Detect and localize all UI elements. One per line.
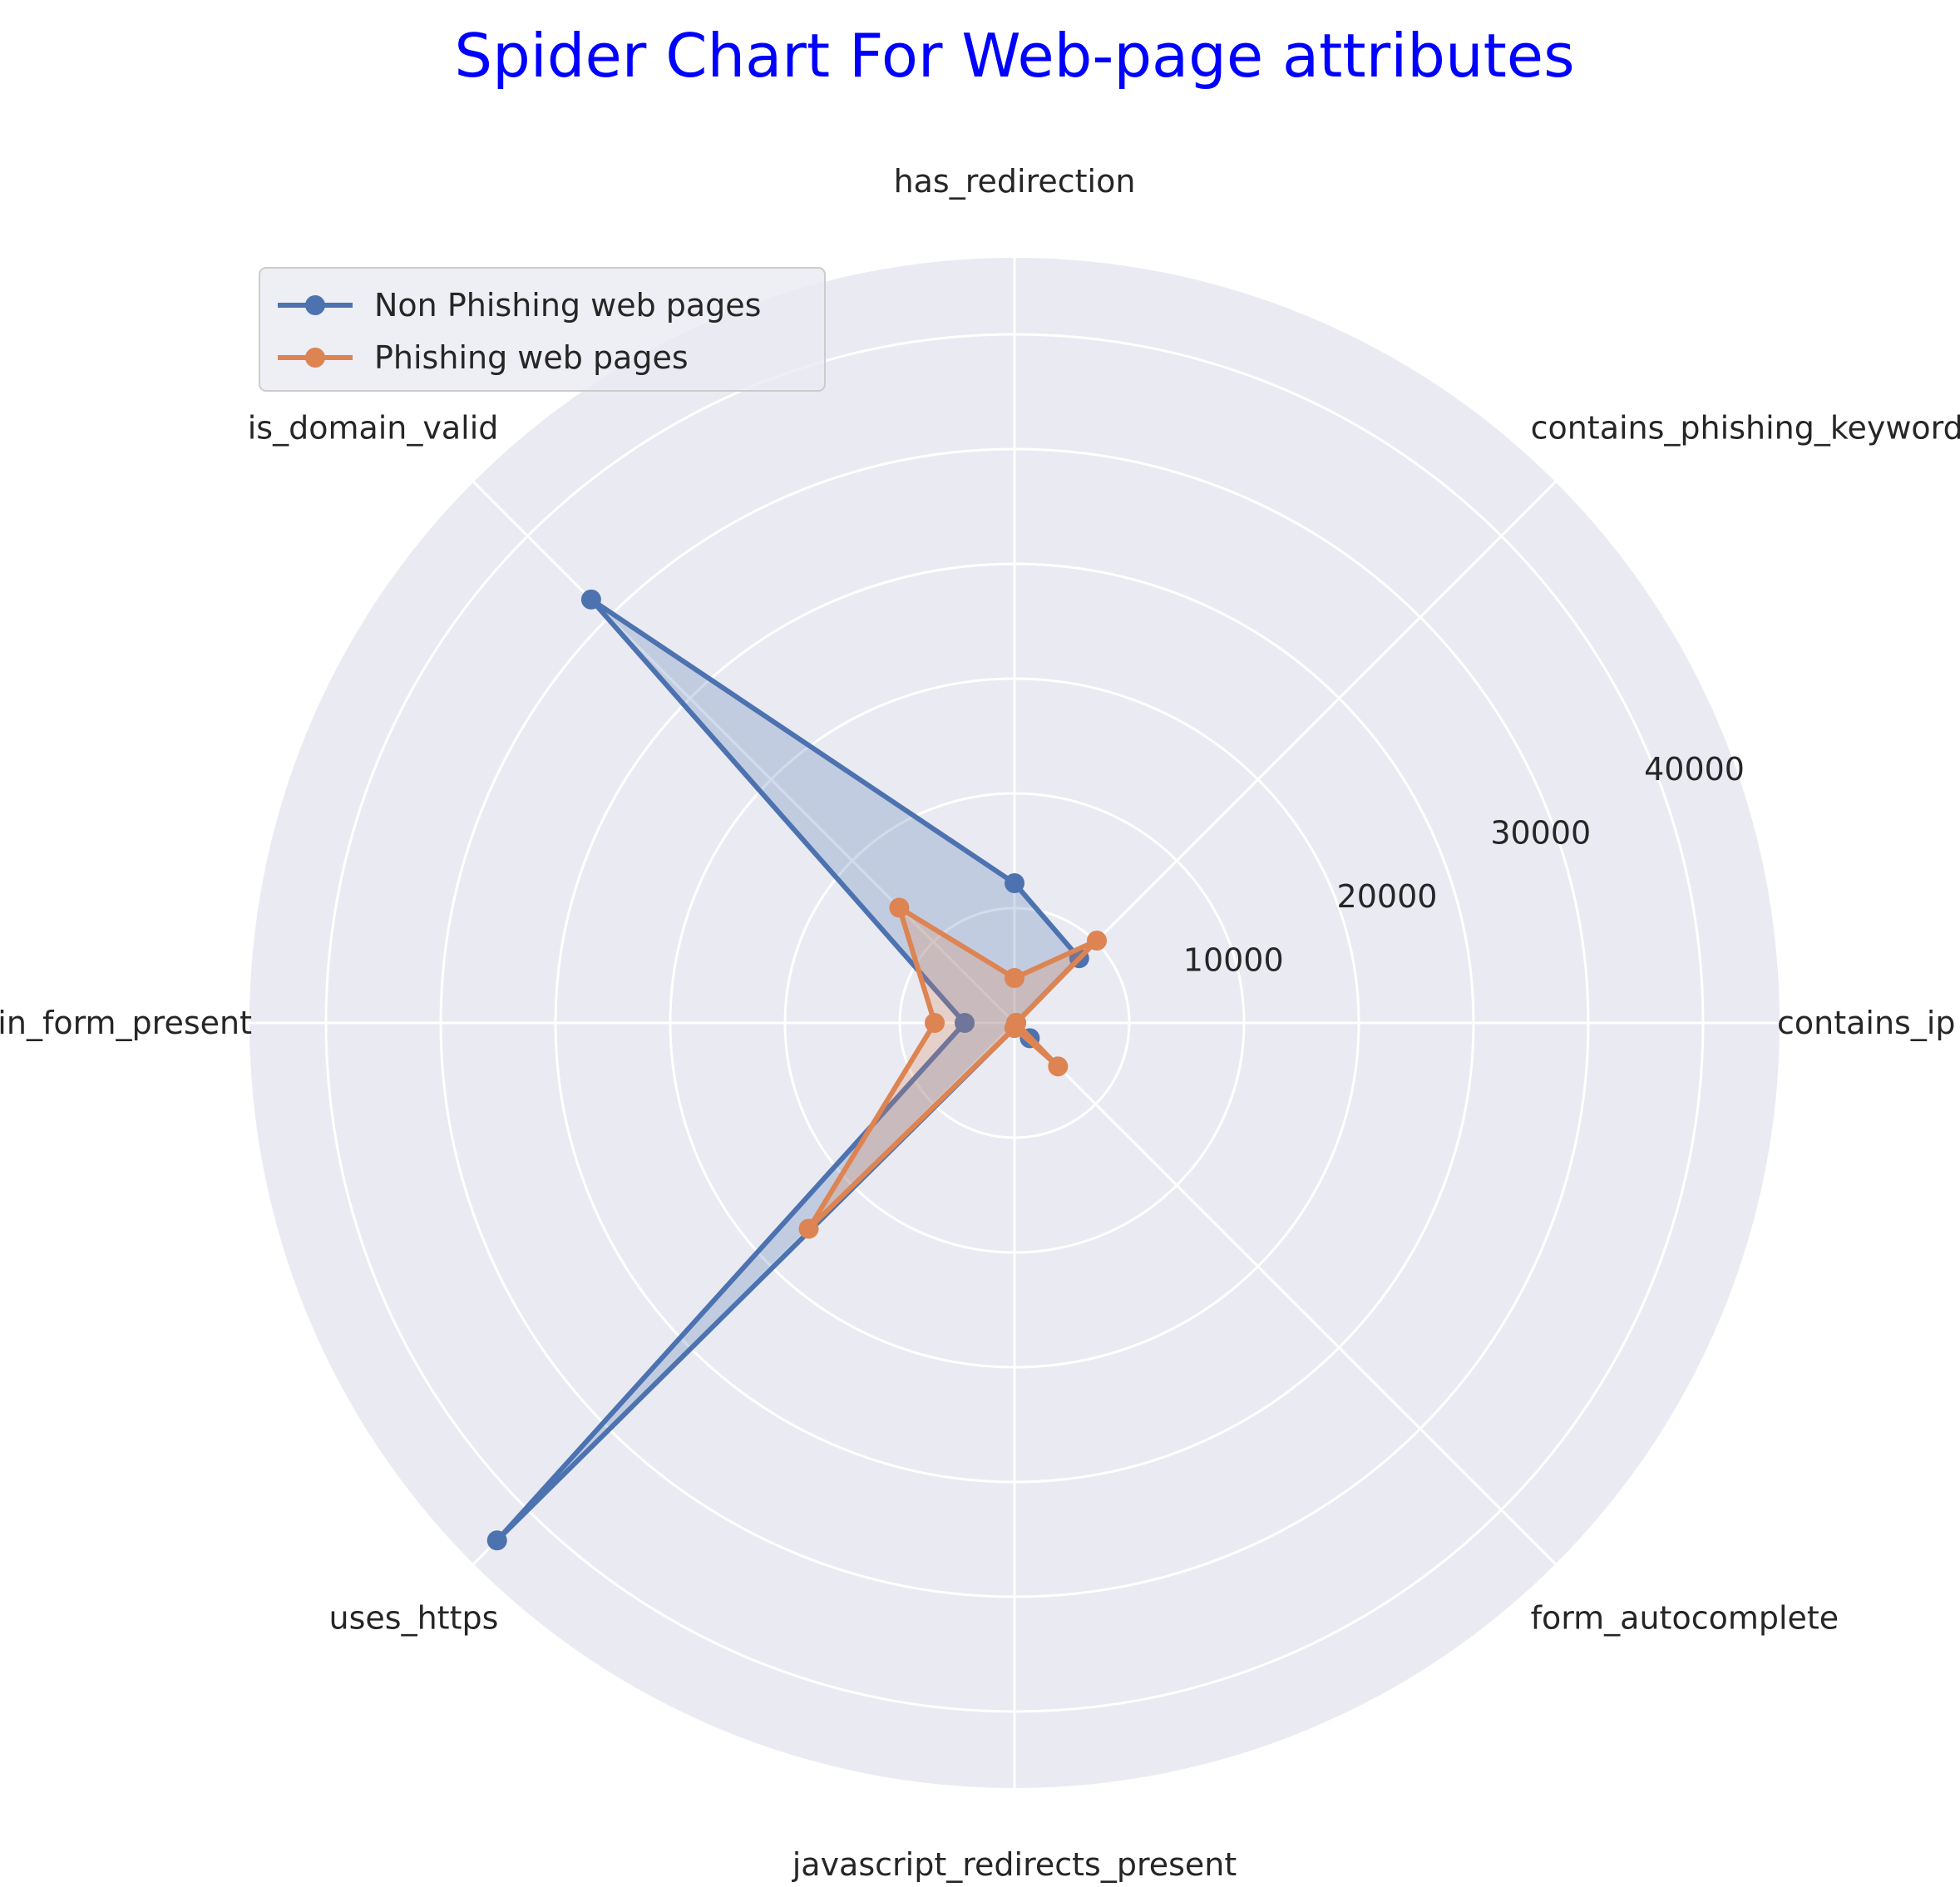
axis-label-uses_https: uses_https [329, 1600, 499, 1637]
radial-tick-label: 40000 [1644, 751, 1745, 788]
data-point [1048, 1056, 1069, 1077]
legend-item: Non Phishing web pages [278, 287, 761, 324]
axis-label-contains_phishing_keywords: contains_phishing_keywords [1531, 409, 1960, 446]
axis-label-javascript_redirects_present: javascript_redirects_present [792, 1846, 1237, 1883]
data-point [925, 1013, 945, 1033]
data-point [1005, 1018, 1024, 1038]
axis-labels: has_redirection contains_phishing_keyword… [0, 163, 1960, 1883]
grid-spoke [1013, 1021, 1557, 1565]
legend-swatch-marker [305, 348, 325, 368]
radial-tick-label: 10000 [1183, 941, 1284, 978]
axis-label-contains_ip: contains_ip [1777, 1005, 1956, 1041]
axis-label-form_autocomplete: form_autocomplete [1531, 1600, 1839, 1637]
chart-title: Spider Chart For Web-page attributes [454, 21, 1574, 91]
legend-label: Phishing web pages [374, 339, 689, 376]
series-area [808, 907, 1097, 1229]
grid-spoke [1013, 481, 1557, 1025]
series-layer [486, 589, 1107, 1551]
legend-item: Phishing web pages [278, 339, 689, 376]
legend: Non Phishing web pages Phishing web pages [259, 267, 826, 392]
legend-box [259, 267, 826, 392]
series-2 [798, 897, 1107, 1239]
data-point [889, 897, 910, 918]
data-point [1086, 931, 1107, 951]
grid-spoke [472, 481, 1016, 1025]
series-area [496, 599, 1079, 1541]
legend-label: Non Phishing web pages [374, 287, 761, 324]
radial-tick-label: 30000 [1490, 814, 1591, 851]
legend-swatch-marker [305, 295, 325, 315]
data-point [1005, 968, 1024, 988]
axis-label-has_redirection: has_redirection [894, 163, 1136, 200]
axis-label-login_form_present: login_form_present [0, 1005, 252, 1041]
grid-spokes [249, 258, 1780, 1788]
data-point [486, 1530, 507, 1551]
data-point [955, 1013, 975, 1033]
radial-tick-labels: 10000 20000 30000 40000 [1183, 751, 1745, 979]
data-point [1005, 873, 1024, 893]
data-point [580, 589, 601, 610]
radial-tick-label: 20000 [1337, 878, 1438, 915]
axis-label-is_domain_valid: is_domain_valid [248, 409, 499, 446]
data-point [798, 1218, 819, 1239]
